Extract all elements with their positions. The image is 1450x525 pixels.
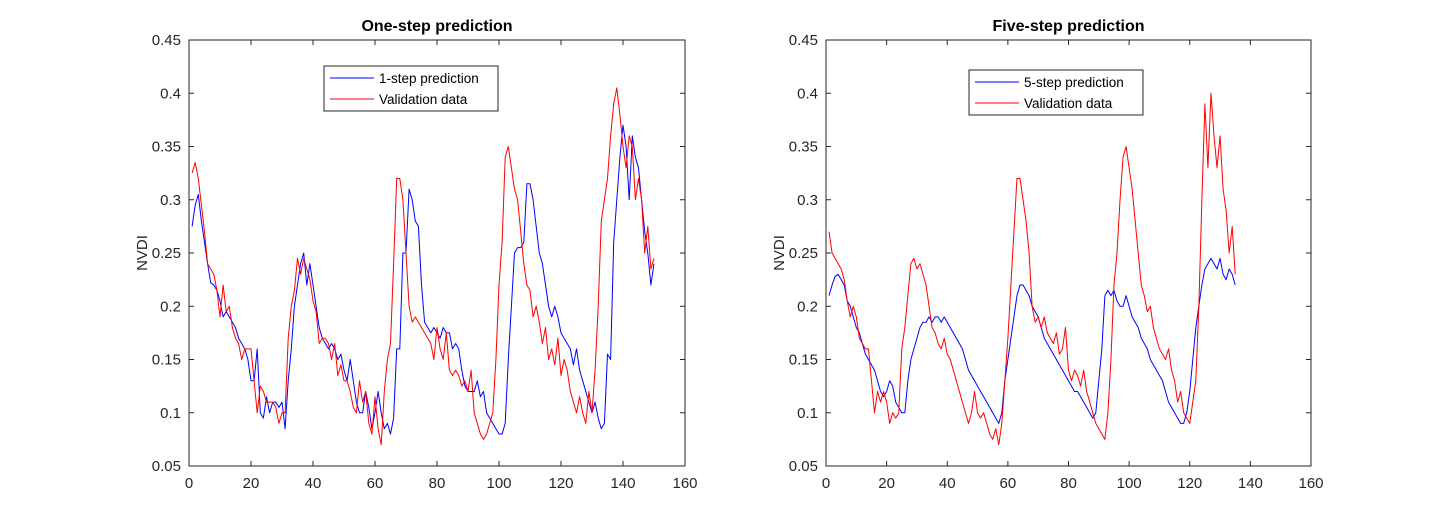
y-tick-label: 0.05 <box>789 458 818 475</box>
x-tick-label: 0 <box>822 475 830 492</box>
series-line-1 <box>191 124 655 435</box>
chart-title: One-step prediction <box>361 18 512 35</box>
y-tick-label: 0.4 <box>797 85 818 102</box>
x-tick-label: 40 <box>939 475 956 492</box>
series-line-2 <box>828 92 1236 446</box>
y-tick-label: 0.15 <box>789 352 818 369</box>
x-tick-label: 60 <box>1000 475 1017 492</box>
x-tick-label: 120 <box>1177 475 1202 492</box>
x-tick-label: 20 <box>243 475 260 492</box>
y-tick-label: 0.05 <box>152 458 181 475</box>
y-axis-label: NVDI <box>771 235 788 271</box>
x-tick-label: 100 <box>486 475 511 492</box>
y-tick-label: 0.4 <box>160 85 181 102</box>
y-tick-label: 0.45 <box>152 32 181 49</box>
y-tick-label: 0.25 <box>789 245 818 262</box>
y-tick-label: 0.35 <box>152 139 181 156</box>
y-tick-label: 0.2 <box>160 298 181 315</box>
y-tick-label: 0.25 <box>152 245 181 262</box>
legend-label: 5-step prediction <box>1024 75 1124 90</box>
x-tick-label: 80 <box>1060 475 1077 492</box>
y-tick-label: 0.3 <box>160 192 181 209</box>
x-tick-label: 60 <box>367 475 384 492</box>
y-tick-label: 0.45 <box>789 32 818 49</box>
legend-label: Validation data <box>1024 96 1113 111</box>
y-tick-label: 0.2 <box>797 298 818 315</box>
x-tick-label: 20 <box>878 475 895 492</box>
legend: 5-step prediction Validation data <box>968 69 1144 116</box>
legend-label: 1-step prediction <box>379 71 479 86</box>
x-tick-label: 40 <box>305 475 322 492</box>
y-tick-label: 0.15 <box>152 352 181 369</box>
legend-box <box>968 69 1144 116</box>
x-tick-label: 80 <box>429 475 446 492</box>
y-axis-label: NVDI <box>134 235 151 271</box>
x-tick-label: 160 <box>672 475 697 492</box>
y-tick-label: 0.1 <box>797 405 818 422</box>
x-tick-label: 160 <box>1298 475 1323 492</box>
y-tick-label: 0.1 <box>160 405 181 422</box>
x-tick-label: 140 <box>610 475 635 492</box>
x-tick-label: 0 <box>185 475 193 492</box>
y-tick-label: 0.35 <box>789 139 818 156</box>
five-step-prediction-chart: 0 20 40 60 80 100 120 140 160 0.05 0.1 0.15 0.2 0.25 0… <box>771 18 1324 492</box>
x-tick-label: 140 <box>1238 475 1263 492</box>
y-tick-label: 0.3 <box>797 192 818 209</box>
series-line-2 <box>191 87 655 446</box>
chart-title: Five-step prediction <box>992 18 1144 35</box>
legend: 1-step prediction Validation data <box>323 65 499 112</box>
one-step-prediction-chart: 0 20 40 60 80 100 120 140 160 0.05 0.1 0.15 0.2 0.25 0… <box>134 18 698 492</box>
x-tick-label: 120 <box>548 475 573 492</box>
legend-box <box>323 65 499 112</box>
legend-label: Validation data <box>379 92 468 107</box>
x-tick-label: 100 <box>1117 475 1142 492</box>
